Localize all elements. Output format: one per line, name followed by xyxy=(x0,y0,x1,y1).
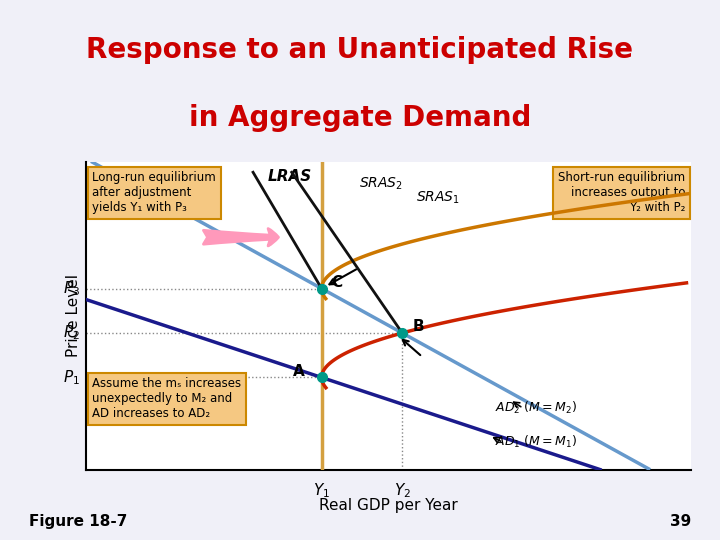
Text: $SRAS_2$: $SRAS_2$ xyxy=(359,176,402,192)
Text: Response to an Unanticipated Rise: Response to an Unanticipated Rise xyxy=(86,36,634,64)
Text: Figure 18-7: Figure 18-7 xyxy=(29,514,127,529)
Text: $AD_1\ (M = M_1)$: $AD_1\ (M = M_1)$ xyxy=(495,434,577,450)
Text: Assume the mₛ increases
unexpectedly to M₂ and
AD increases to AD₂: Assume the mₛ increases unexpectedly to … xyxy=(92,377,242,421)
Text: Real GDP per Year: Real GDP per Year xyxy=(320,497,458,512)
Text: $AD_2\ (M = M_2)$: $AD_2\ (M = M_2)$ xyxy=(495,400,577,416)
Text: in Aggregate Demand: in Aggregate Demand xyxy=(189,104,531,132)
Text: C: C xyxy=(332,275,343,290)
Y-axis label: Price Level: Price Level xyxy=(66,274,81,357)
Text: Short-run equilibrium
increases output to
Y₂ with P₂: Short-run equilibrium increases output t… xyxy=(558,171,685,214)
Text: A: A xyxy=(293,364,305,379)
Text: $SRAS_1$: $SRAS_1$ xyxy=(415,190,459,206)
Text: $Y_1$: $Y_1$ xyxy=(313,482,330,501)
Text: B: B xyxy=(413,319,424,334)
Text: LRAS: LRAS xyxy=(267,169,312,184)
Text: $Y_2$: $Y_2$ xyxy=(394,482,410,501)
Text: Long-run equilibrium
after adjustment
yields Y₁ with P₃: Long-run equilibrium after adjustment yi… xyxy=(92,171,216,214)
Text: 39: 39 xyxy=(670,514,691,529)
Text: $P_1$: $P_1$ xyxy=(63,368,80,387)
Text: $P_3$: $P_3$ xyxy=(63,279,80,298)
Text: $P_2$: $P_2$ xyxy=(63,323,80,342)
